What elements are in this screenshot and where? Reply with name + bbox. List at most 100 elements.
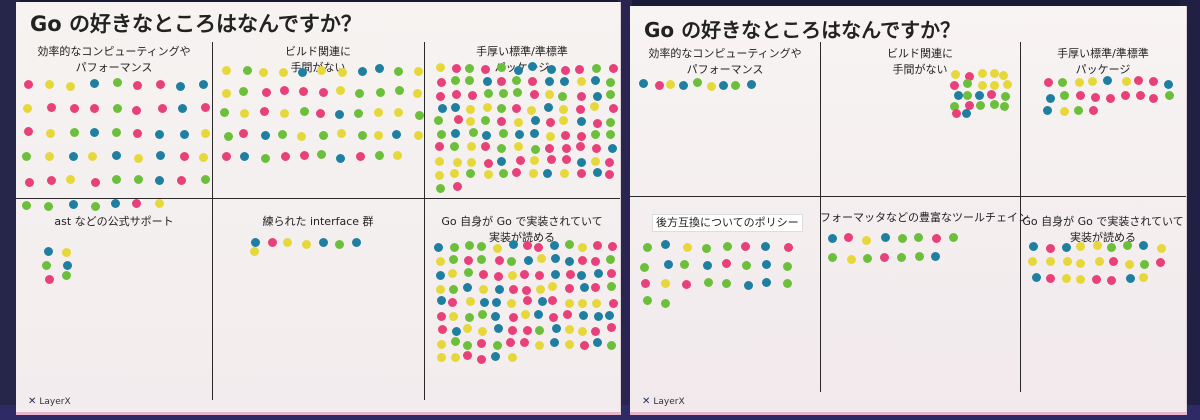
- sticker-dot: [560, 65, 570, 75]
- sticker-dot: [68, 151, 78, 161]
- sticker-dot: [761, 259, 771, 269]
- sticker-dot: [491, 351, 501, 361]
- sticker-dot: [45, 79, 54, 89]
- sticker-dot: [512, 75, 522, 85]
- sticker-dot: [965, 71, 975, 81]
- sticker-dot: [466, 117, 475, 127]
- sticker-dot: [576, 271, 586, 281]
- sticker-dot: [989, 68, 999, 78]
- sticker-dot: [222, 151, 232, 161]
- sticker-dot: [463, 268, 473, 278]
- sticker-dot: [606, 254, 616, 264]
- sticker-dot: [999, 71, 1009, 81]
- sticker-dot: [605, 89, 615, 99]
- sticker-dot: [468, 91, 478, 101]
- sticker-dot: [975, 101, 985, 111]
- sticker-dot: [505, 337, 515, 347]
- sticker-dot: [1093, 240, 1103, 250]
- sticker-dot: [546, 65, 556, 75]
- sticker-dot: [683, 242, 692, 252]
- sticker-dot: [22, 151, 32, 161]
- sticker-dot: [481, 141, 491, 151]
- sticker-dot: [434, 171, 444, 180]
- sticker-dot: [484, 170, 494, 179]
- sticker-dot: [178, 103, 188, 113]
- sticker-dot: [90, 201, 100, 211]
- cell-label-ast: ast などの公式サポート: [54, 215, 174, 228]
- sticker-dot: [1125, 274, 1135, 284]
- sticker-dot: [535, 285, 545, 295]
- sticker-dot: [451, 352, 461, 362]
- cell-label-interface: 練られた interface 群: [262, 215, 374, 228]
- sticker-dot: [356, 152, 366, 162]
- sticker-dot: [66, 81, 76, 91]
- sticker-dot: [880, 253, 890, 262]
- sticker-dot: [434, 243, 444, 253]
- sticker-dot: [660, 298, 670, 308]
- sticker-dot: [22, 200, 32, 210]
- sticker-dot: [47, 175, 57, 185]
- sticker-dot: [279, 67, 289, 77]
- sticker-dot: [221, 89, 231, 98]
- sticker-dot: [537, 254, 547, 264]
- sticker-dot: [1123, 240, 1133, 250]
- sticker-dot: [133, 154, 143, 164]
- sticker-dot: [530, 89, 540, 99]
- cell-label-compat: 後方互換についてのポリシー: [652, 214, 803, 232]
- sticker-dot: [465, 63, 475, 73]
- sticker-dot: [45, 129, 55, 139]
- sticker-dot: [176, 81, 186, 91]
- sticker-dot: [930, 251, 940, 261]
- sticker-dot: [1102, 76, 1112, 86]
- sticker-dot: [1121, 91, 1130, 101]
- sticker-dot: [741, 241, 751, 251]
- sticker-dot: [591, 156, 601, 166]
- sticker-dot: [608, 299, 618, 309]
- sticker-dot: [434, 115, 444, 125]
- sticker-dot: [638, 78, 648, 88]
- sticker-dot: [1075, 259, 1085, 268]
- background-left: [0, 0, 20, 420]
- sticker-dot: [592, 144, 601, 153]
- sticker-dot: [1089, 106, 1099, 116]
- sticker-dot: [414, 67, 423, 77]
- sticker-dot: [24, 80, 33, 90]
- sticker-dot: [298, 86, 308, 96]
- sticker-dot: [483, 158, 493, 168]
- sticker-dot: [742, 260, 752, 270]
- sticker-dot: [453, 114, 463, 124]
- sticker-dot: [707, 81, 717, 91]
- cell-label-build: ビルド関連に手間がない: [887, 47, 953, 76]
- sticker-dot: [527, 62, 537, 71]
- sticker-dot: [723, 241, 733, 251]
- sticker-dot: [531, 116, 541, 126]
- sticker-dot: [507, 299, 516, 309]
- sticker-dot: [565, 269, 575, 279]
- sticker-dot: [69, 200, 78, 210]
- sticker-dot: [69, 104, 79, 113]
- sticker-dot: [606, 77, 615, 87]
- grid-line: [630, 196, 1186, 197]
- sticker-dot: [543, 102, 553, 112]
- board-title: Go の好きなところはなんですか？: [644, 18, 961, 42]
- sticker-dot: [496, 143, 506, 153]
- sticker-dot: [951, 109, 961, 118]
- sticker-dot: [963, 78, 973, 88]
- sticker-dot: [1090, 93, 1100, 103]
- sticker-dot: [534, 340, 544, 350]
- sticker-dot: [1074, 78, 1084, 88]
- sticker-dot: [449, 254, 459, 264]
- sticker-dot: [448, 298, 458, 308]
- sticker-dot: [560, 77, 570, 87]
- cell-label-performance: 効率的なコンピューティングや パフォーマンス: [37, 45, 191, 74]
- sticker-dot: [608, 242, 618, 251]
- sticker-dot: [528, 168, 538, 178]
- sticker-dot: [558, 91, 568, 101]
- sticker-dot: [261, 130, 271, 140]
- sticker-dot: [1062, 256, 1072, 266]
- sticker-dot: [605, 157, 615, 167]
- grid-line: [1020, 42, 1021, 392]
- sticker-dot: [200, 175, 210, 185]
- sticker-dot: [90, 103, 100, 113]
